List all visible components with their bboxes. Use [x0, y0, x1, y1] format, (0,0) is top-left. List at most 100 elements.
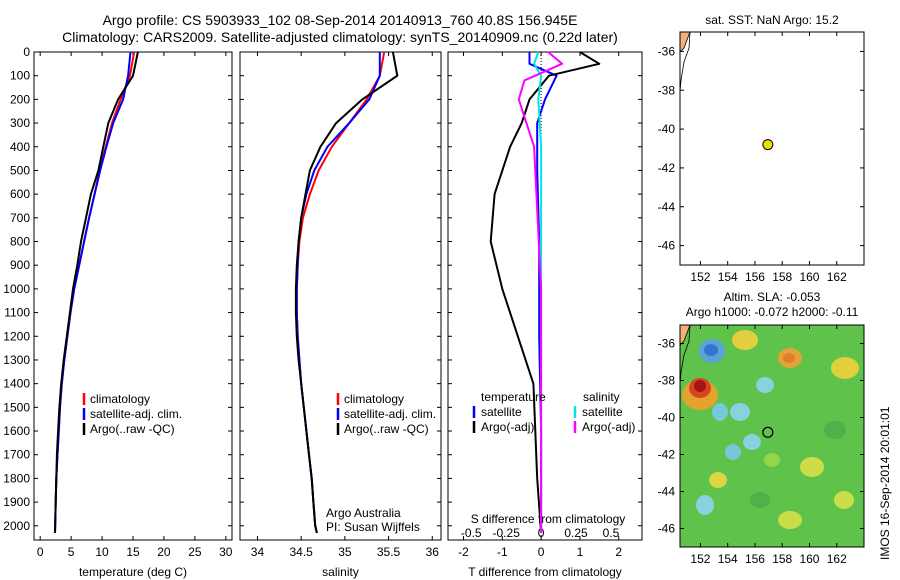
y-tick-label: 1600 [3, 424, 30, 438]
sla-anomaly-blob [800, 457, 824, 477]
x-tick-label: 154 [718, 270, 738, 284]
y-tick-label: 1200 [3, 329, 30, 343]
coastline [680, 325, 691, 385]
argo-temperature-line [54, 51, 139, 533]
legend-label: satellite [582, 405, 623, 419]
argo-location-marker [762, 426, 774, 438]
x-tick-label: 36 [426, 545, 440, 559]
y-tick-label: 800 [10, 235, 30, 249]
x-tick-label: 20 [157, 545, 171, 559]
plot-frame [447, 51, 643, 541]
sla-map-title-2: Argo h1000: -0.072 h2000: -0.11 [686, 305, 859, 319]
x-tick-label: 25 [188, 545, 202, 559]
x-tick-label: 35 [338, 545, 352, 559]
y-tick-label: -38 [658, 83, 676, 97]
y-tick-label: 0 [23, 45, 30, 59]
argo-salinity-line [294, 51, 399, 534]
argo-temperature-diff-line [489, 51, 601, 533]
x-tick-label: 154 [718, 552, 738, 566]
legend-label: satellite-adj. clim. [344, 407, 436, 421]
legend-label: satellite [481, 405, 522, 419]
temperature-profile-panel: 0100200300400500600700800900100011001200… [3, 45, 233, 579]
x-tick-label: -1 [497, 545, 508, 559]
sla-anomaly-blob [834, 491, 854, 509]
y-tick-label: -36 [658, 337, 676, 351]
y-tick-label: 200 [10, 92, 30, 106]
y-tick-label: 500 [10, 163, 30, 177]
coastline [680, 32, 691, 93]
y-tick-label: 100 [10, 69, 30, 83]
x-axis-label: salinity [322, 565, 359, 579]
sla-anomaly-blob [756, 377, 774, 393]
sla-anomaly-blob [750, 492, 770, 508]
plot-frame [33, 51, 233, 541]
x-tick-label: 156 [745, 270, 765, 284]
y-tick-label: 1000 [3, 282, 30, 296]
sla-anomaly-blob [704, 344, 718, 356]
y-tick-label: 400 [10, 140, 30, 154]
legend-label: Argo(-adj) [481, 420, 534, 434]
y-tick-label: -38 [658, 374, 676, 388]
sla-anomaly-blob [712, 403, 728, 421]
plot-frame [239, 51, 442, 541]
y-tick-label: 600 [10, 187, 30, 201]
x2-tick-label: -0.25 [493, 526, 521, 540]
legend-title-temperature: temperature [481, 390, 546, 404]
legend-label: climatology [90, 392, 150, 406]
imos-timestamp: IMOS 16-Sep-2014 20:01:01 [878, 406, 892, 560]
y-tick-label: -42 [658, 161, 676, 175]
sla-anomaly-blob [709, 472, 727, 488]
sst-map-background [680, 32, 864, 265]
coastline-layer [680, 32, 691, 93]
credit-line-2: PI: Susan Wijffels [326, 520, 420, 534]
y-tick-label: -46 [658, 522, 676, 536]
legend-label: Argo(-adj) [582, 420, 635, 434]
x-tick-label: 160 [799, 552, 819, 566]
satellite-temperature-diff-line [528, 52, 558, 533]
x-tick-label: 34 [251, 545, 265, 559]
x-tick-label: 162 [827, 552, 847, 566]
sla-anomaly-blob [694, 380, 706, 392]
x-tick-label: 152 [690, 552, 710, 566]
y-tick-label: -36 [658, 44, 676, 58]
y-tick-label: 1500 [3, 400, 30, 414]
y-tick-label: -40 [658, 122, 676, 136]
y-tick-label: -44 [658, 485, 676, 499]
x-tick-label: 10 [95, 545, 109, 559]
y-tick-label: 300 [10, 116, 30, 130]
sla-anomaly-blob [824, 421, 846, 439]
land-patch [680, 325, 691, 346]
sla-anomaly-blob [725, 444, 741, 460]
sla-anomaly-blob [831, 357, 859, 379]
x2-tick-label: -0.5 [461, 526, 482, 540]
y-tick-label: 1900 [3, 495, 30, 509]
x-tick-label: 158 [772, 552, 792, 566]
x-tick-label: 2 [615, 545, 622, 559]
sla-anomaly-blob [730, 403, 750, 421]
x-axis-label: temperature (deg C) [79, 565, 187, 579]
x-tick-label: 162 [827, 270, 847, 284]
y-tick-label: 1100 [4, 306, 30, 320]
sst-map-panel: sat. SST: NaN Argo: 15.2 152 154 156 158 160 1… [658, 13, 865, 284]
x2-tick-label: 0.25 [564, 526, 588, 540]
y-tick-label: 1400 [3, 377, 30, 391]
y-tick-label: 2000 [3, 519, 30, 533]
x-tick-label: 152 [690, 270, 710, 284]
map-frame [679, 324, 865, 548]
x2-tick-label: 0.5 [603, 526, 620, 540]
y-tick-label: 900 [10, 258, 30, 272]
difference-profile-panel: -2 -1 0 1 2 T difference from climatology -0.5… [447, 51, 643, 579]
sla-anomaly-blob [783, 353, 795, 363]
sla-anomaly-blob [764, 453, 780, 467]
legend-label: satellite-adj. clim. [90, 407, 182, 421]
x-tick-label: 0 [538, 545, 545, 559]
map-frame [679, 31, 865, 266]
legend-label: Argo(..raw -QC) [344, 422, 429, 436]
x-tick-label: 35.5 [377, 545, 401, 559]
land-patch [680, 32, 691, 53]
sla-heatmap [680, 325, 864, 547]
sst-map-title: sat. SST: NaN Argo: 15.2 [705, 13, 839, 27]
sla-anomaly-blob [778, 511, 802, 529]
